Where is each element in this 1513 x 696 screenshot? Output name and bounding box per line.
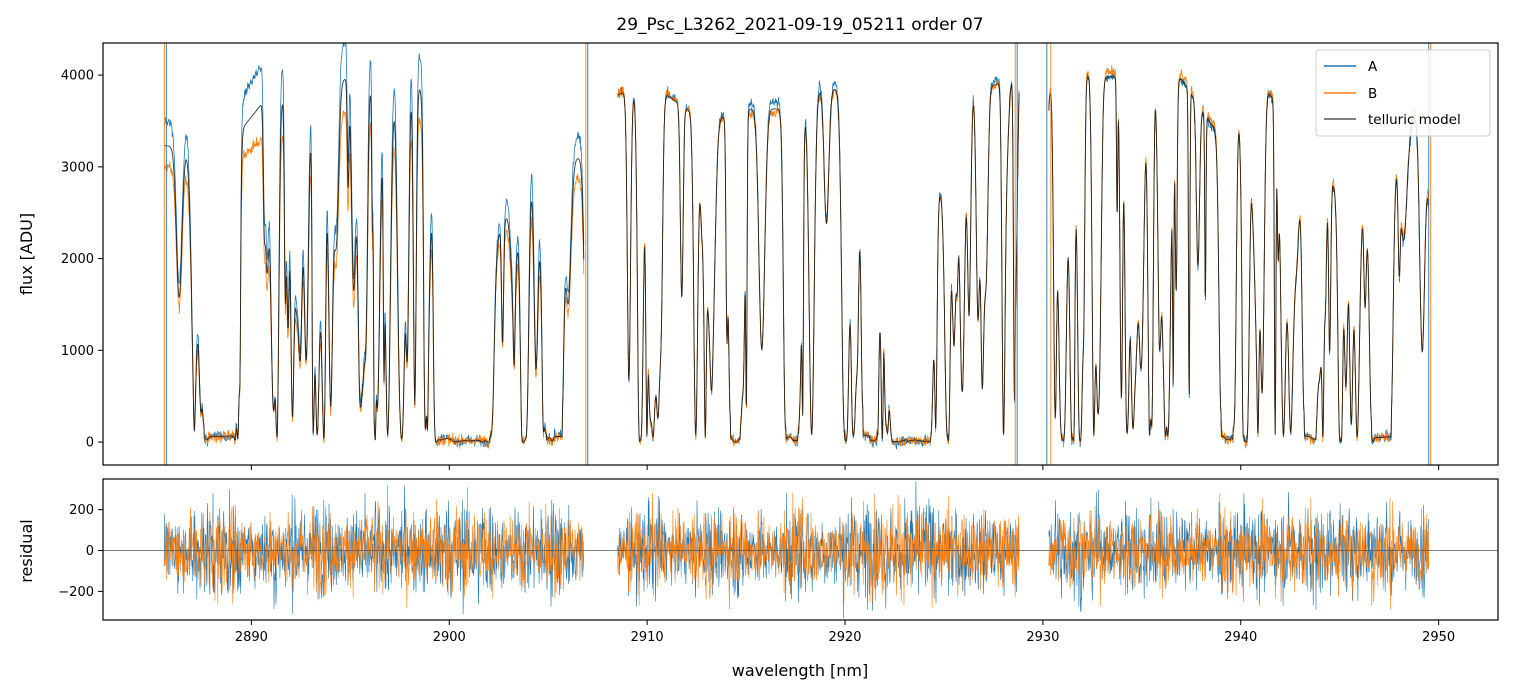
telluric-model-line [1048, 76, 1430, 443]
flux-panel: 0 1000 2000 3000 4000 flux [ADU] A B telluri… [17, 42, 1499, 470]
flux-y-tick-label: 2000 [61, 252, 94, 267]
flux-axes-frame [102, 42, 1499, 466]
telluric-model-line [164, 79, 460, 443]
legend-label-b: B [1368, 86, 1377, 102]
x-tick-label: 2930 [1026, 630, 1059, 645]
x-tick-label: 2920 [828, 630, 861, 645]
residual-x-ticks: 2890 2900 2910 2920 2930 2940 2950 [235, 620, 1455, 645]
telluric-model-line [459, 158, 585, 443]
flux-y-ticks: 0 1000 2000 3000 4000 [61, 69, 103, 451]
flux-y-tick-label: 3000 [61, 160, 94, 175]
flux-series-group [163, 43, 1432, 465]
residual-axes-frame [102, 478, 1499, 621]
residual-y-axis-label: residual [17, 519, 36, 582]
x-tick-label: 2940 [1224, 630, 1257, 645]
residual-y-tick-label: 200 [69, 503, 94, 518]
residual-y-tick-label: −200 [58, 585, 94, 600]
chart-title: 29_Psc_L3262_2021-09-19_05211 order 07 [616, 15, 983, 35]
legend-label-telluric: telluric model [1368, 112, 1461, 128]
telluric-model-line [617, 83, 1020, 443]
x-tick-label: 2890 [235, 630, 268, 645]
residual-a-line [617, 481, 1020, 619]
x-tick-label: 2900 [433, 630, 466, 645]
legend-box [1315, 49, 1491, 137]
residual-b-line [1048, 493, 1429, 612]
residual-a-line [164, 485, 585, 615]
residual-panel: −200 0 200 2890 2900 2910 2920 2930 2940 2950 re… [17, 478, 1499, 680]
x-axis-label: wavelength [nm] [732, 661, 869, 680]
residual-y-ticks: −200 0 200 [58, 503, 103, 600]
flux-y-tick-label: 0 [86, 436, 94, 451]
flux-x-ticks [250, 465, 1440, 470]
flux-y-tick-label: 4000 [61, 69, 94, 84]
residual-b-line [617, 492, 1020, 610]
x-tick-label: 2910 [631, 630, 664, 645]
flux-y-tick-label: 1000 [61, 344, 94, 359]
legend-label-a: A [1368, 59, 1378, 75]
residual-y-tick-label: 0 [86, 544, 94, 559]
flux-y-axis-label: flux [ADU] [17, 213, 36, 295]
legend: A B telluric model [1315, 49, 1491, 137]
residual-series-group [103, 481, 1498, 619]
x-tick-label: 2950 [1422, 630, 1455, 645]
